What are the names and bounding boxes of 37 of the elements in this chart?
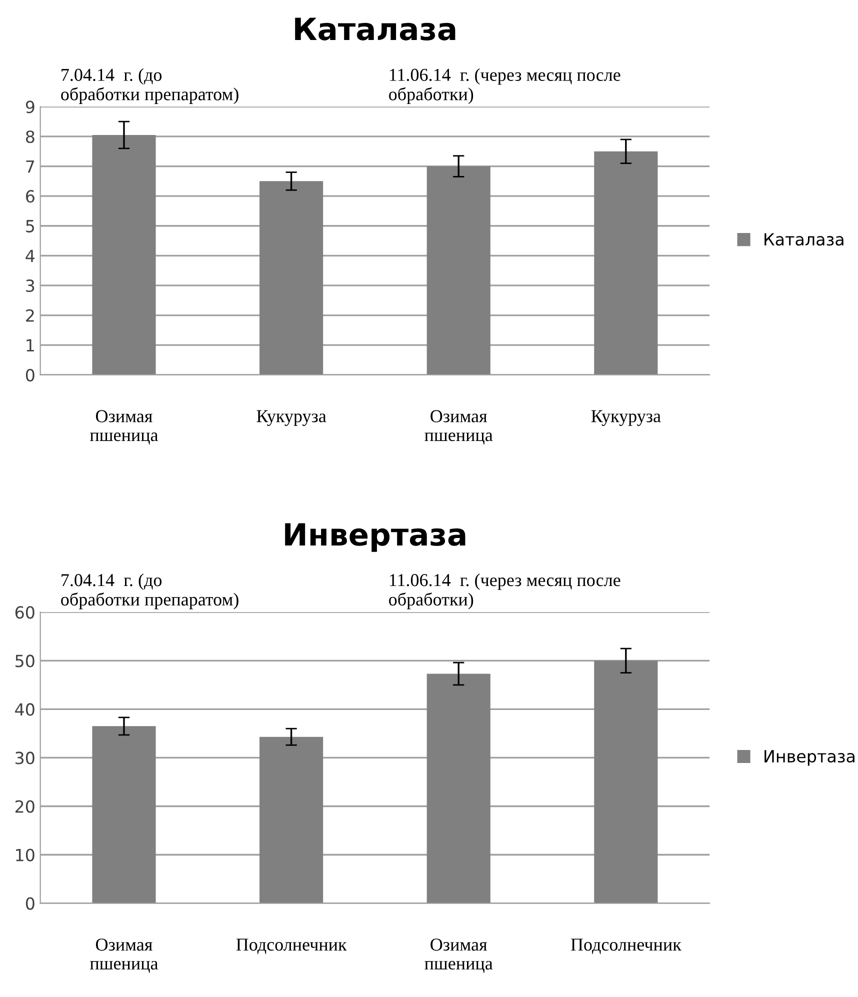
y-tick-label: 0	[26, 897, 34, 910]
bar	[594, 660, 658, 904]
y-tick-label: 1	[26, 339, 34, 352]
y-tick-label: 2	[26, 309, 34, 322]
y-tick-label: 60	[15, 606, 34, 619]
bar	[426, 674, 490, 904]
x-tick-label: Подсолнечник	[570, 938, 682, 954]
text: 7.04.14 г. (до обработки препаратом)	[61, 68, 238, 104]
y-tick-label: 20	[15, 800, 34, 813]
x-tick-label: Кукуруза	[591, 410, 661, 426]
y-tick-label: 40	[15, 703, 34, 716]
bar	[92, 726, 156, 904]
bar	[260, 736, 324, 904]
chart-title: Каталаза	[295, 18, 456, 40]
legend-label: Инвертаза	[764, 750, 854, 766]
y-tick-label: 9	[26, 100, 34, 114]
x-tick-label: Озимая пшеница	[424, 410, 493, 444]
y-tick-label: 5	[26, 220, 34, 232]
y-tick-label: 8	[26, 130, 34, 144]
x-tick-label: Кукуруза	[256, 410, 326, 426]
text: 11.06.14 г. (через месяц после обработки)	[389, 68, 620, 104]
legend-label: Каталаза	[764, 233, 844, 246]
y-tick-label: 50	[16, 654, 34, 668]
y-tick-label: 6	[26, 190, 34, 203]
y-tick-label: 3	[26, 279, 34, 292]
chart-title: Инвертаза	[285, 523, 466, 552]
x-tick-label: Подсолнечник	[236, 938, 347, 954]
x-tick-label: Озимая пшеница	[90, 410, 158, 444]
text: 11.06.14 г. (через месяц после обработки)	[389, 574, 620, 610]
y-tick-label: 30	[16, 752, 34, 764]
y-tick-label: 10	[16, 848, 34, 862]
x-tick-label: Озимая пшеница	[424, 938, 493, 973]
text: 7.04.14 г. (до обработки препаратом)	[61, 574, 238, 610]
x-tick-label: Озимая пшеница	[90, 938, 158, 973]
y-tick-label: 0	[26, 368, 34, 382]
y-tick-label: 7	[26, 160, 34, 173]
y-tick-label: 4	[26, 250, 35, 262]
